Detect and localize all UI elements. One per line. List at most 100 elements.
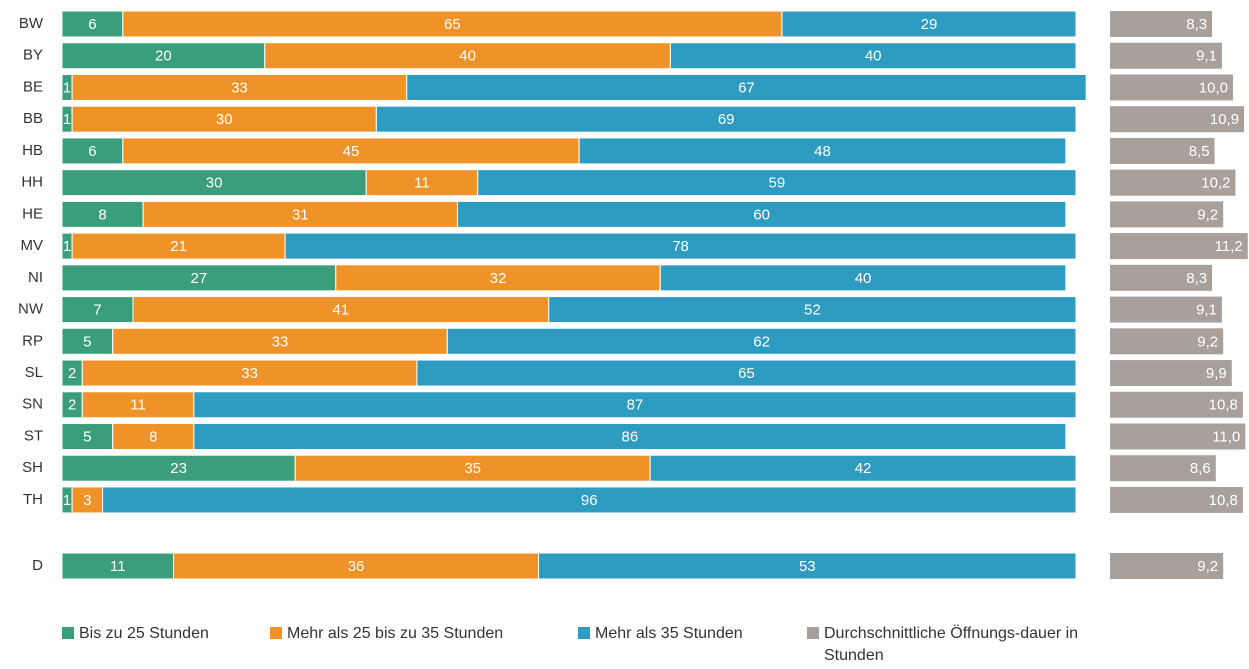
bar-segment (61, 552, 175, 580)
bar-segment (264, 42, 671, 70)
value-label: 2 (68, 365, 76, 382)
value-label: 9,2 (1197, 333, 1218, 350)
value-label: 40 (459, 48, 476, 65)
value-label: 96 (581, 492, 598, 509)
hours-bar (1110, 553, 1224, 579)
value-label: 33 (231, 79, 248, 96)
value-label: 40 (855, 270, 872, 287)
value-label: 87 (627, 397, 644, 414)
legend-label: Mehr als 25 bis zu 35 Stunden (287, 625, 504, 642)
y-tick-label: NW (18, 301, 44, 318)
bar-segment (132, 296, 550, 324)
value-label: 23 (170, 460, 187, 477)
y-tick-label: NI (28, 269, 43, 286)
bar-segment (193, 422, 1067, 450)
y-tick-label: SN (22, 396, 43, 413)
legend-item: Bis zu 25 Stunden (62, 623, 209, 645)
bar-segment (61, 10, 124, 38)
value-label: 29 (921, 16, 938, 33)
value-label: 9,2 (1197, 558, 1218, 575)
bar-segment (659, 264, 1067, 292)
value-label: 9,1 (1196, 302, 1217, 319)
bar-segment (477, 169, 1077, 197)
value-label: 33 (241, 365, 258, 382)
value-label: 1 (63, 111, 71, 128)
bar-segment (416, 359, 1077, 387)
y-tick-label: SH (22, 459, 43, 476)
value-label: 45 (343, 143, 360, 160)
y-tick-label: BY (23, 47, 43, 64)
bar-segment (61, 327, 114, 355)
hours-bar (1110, 264, 1213, 291)
bar-segment (284, 232, 1077, 260)
value-label: 40 (865, 48, 882, 65)
hours-bar (1110, 233, 1248, 260)
bar-segment (142, 200, 458, 228)
bar-segment (122, 137, 580, 165)
y-tick-label: D (32, 557, 43, 574)
hours-bar (1110, 106, 1245, 133)
value-label: 5 (83, 333, 91, 350)
bar-segment (122, 10, 783, 38)
value-label: 69 (718, 111, 735, 128)
hours-bar (1110, 455, 1216, 482)
value-label: 8 (98, 206, 106, 223)
bar-segment (456, 200, 1067, 228)
value-label: 33 (272, 333, 289, 350)
y-tick-label: TH (23, 491, 43, 508)
value-label: 62 (753, 333, 770, 350)
value-label: 78 (672, 238, 689, 255)
legend-label: Bis zu 25 Stunden (79, 625, 209, 642)
bar-segment (406, 73, 1087, 101)
value-label: 42 (855, 460, 872, 477)
y-tick-label: RP (22, 332, 43, 349)
value-label: 10,8 (1209, 397, 1238, 414)
value-label: 8,3 (1186, 270, 1207, 287)
bar-segment (193, 391, 1077, 419)
value-label: 11,2 (1215, 238, 1243, 255)
bar-segment (71, 486, 104, 514)
value-label: 32 (490, 270, 507, 287)
value-label: 6 (88, 16, 96, 33)
hours-bar (1110, 296, 1222, 323)
hours-bar (1110, 423, 1246, 450)
value-label: 30 (206, 175, 223, 192)
hours-bar (1110, 74, 1234, 101)
value-label: 67 (738, 79, 755, 96)
y-tick-label: HE (22, 205, 43, 222)
bar-segment (61, 422, 114, 450)
legend-label: Mehr als 35 Stunden (595, 625, 743, 642)
hours-bar (1110, 42, 1222, 69)
y-tick-label: MV (21, 237, 44, 254)
value-label: 11,0 (1212, 428, 1240, 445)
bar-segment (781, 10, 1077, 38)
value-label: 30 (216, 111, 233, 128)
value-label: 10,9 (1210, 111, 1239, 128)
hours-bar (1110, 201, 1224, 228)
value-label: 60 (753, 206, 770, 223)
bar-segment (669, 42, 1077, 70)
hours-bar (1110, 360, 1232, 387)
value-label: 1 (63, 238, 71, 255)
value-label: 65 (444, 16, 461, 33)
hours-bar (1110, 137, 1215, 164)
bar-segment (335, 264, 661, 292)
value-label: 59 (769, 175, 786, 192)
y-tick-label: BW (19, 15, 44, 32)
bar-segment (81, 391, 195, 419)
value-label: 53 (799, 558, 816, 575)
value-label: 21 (170, 238, 187, 255)
bar-segment (102, 486, 1077, 514)
bar-segment (375, 105, 1077, 133)
bar-segment (538, 552, 1077, 580)
legend-item: Mehr als 25 bis zu 35 Stunden (270, 623, 503, 645)
hours-bar (1110, 486, 1243, 513)
hours-bar (1110, 11, 1213, 37)
value-label: 8,3 (1186, 16, 1207, 33)
legend-item: Mehr als 35 Stunden (578, 623, 743, 645)
y-tick-label: ST (24, 427, 43, 444)
bar-segment (548, 296, 1077, 324)
value-label: 1 (63, 79, 71, 96)
hours-bar (1110, 328, 1224, 355)
